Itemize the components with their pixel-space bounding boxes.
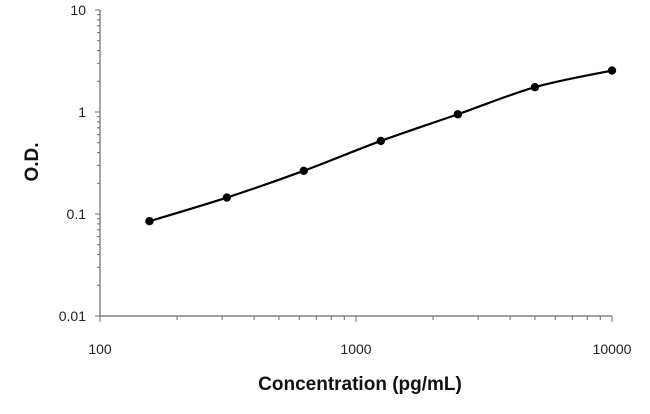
series-line xyxy=(148,69,614,223)
data-point xyxy=(299,166,308,176)
data-point xyxy=(145,216,154,226)
x-axis-title: Concentration (pg/mL) xyxy=(258,374,462,395)
data-point xyxy=(607,66,617,75)
series xyxy=(145,66,617,226)
data-point xyxy=(530,83,540,92)
y-tick-label: 1 xyxy=(78,104,86,120)
y-tick-label: 0.01 xyxy=(59,308,86,324)
axes xyxy=(95,9,613,322)
y-tick-label: 10 xyxy=(70,2,86,18)
x-tick-label: 1000 xyxy=(340,341,371,357)
data-point xyxy=(376,136,386,146)
x-tick-label: 10000 xyxy=(593,341,632,357)
tick-labels: 0.01 0.1 1 10 100 1000 10000 xyxy=(59,2,632,357)
x-tick-label: 100 xyxy=(88,341,112,357)
y-tick-label: 0.1 xyxy=(67,206,87,222)
data-point xyxy=(453,110,463,119)
data-point xyxy=(222,193,232,202)
y-axis-title: O.D. xyxy=(22,142,43,181)
